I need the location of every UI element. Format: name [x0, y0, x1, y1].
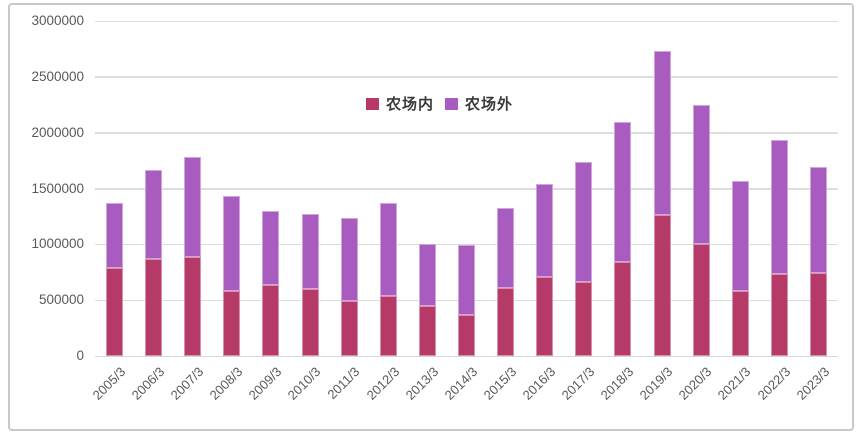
bar-2010/3 [291, 214, 330, 356]
gridline-3000000 [95, 20, 838, 22]
bar-segment-农场外-2019/3 [653, 51, 671, 216]
bar-2020/3 [682, 104, 721, 356]
bar-2023/3 [799, 167, 838, 356]
y-tick-label-1500000: 1500000 [31, 180, 84, 196]
gridline-2500000 [95, 76, 838, 78]
bar-2008/3 [212, 196, 251, 356]
legend-item-农场外: 农场外 [445, 93, 513, 114]
bar-segment-农场内-2019/3 [653, 215, 671, 356]
bar-segment-农场外-2014/3 [457, 245, 475, 315]
bar-2018/3 [603, 121, 642, 356]
gridline-2000000 [95, 132, 838, 134]
bar-segment-农场内-2007/3 [184, 256, 202, 356]
legend-swatch-icon [366, 97, 379, 110]
bar-2012/3 [369, 203, 408, 356]
legend-label: 农场外 [465, 95, 514, 113]
bar-segment-农场外-2012/3 [379, 203, 397, 296]
y-tick-label-0: 0 [76, 348, 84, 363]
bar-segment-农场外-2006/3 [145, 169, 163, 259]
plot-area [95, 20, 838, 357]
bar-segment-农场内-2005/3 [106, 267, 124, 356]
bar-2015/3 [486, 207, 525, 356]
bar-segment-农场外-2008/3 [223, 196, 241, 292]
bar-2005/3 [95, 203, 134, 356]
bar-2007/3 [173, 157, 212, 356]
bar-segment-农场内-2010/3 [301, 289, 319, 356]
gridline-1000000 [95, 243, 838, 246]
bar-segment-农场外-2015/3 [497, 207, 515, 288]
bar-segment-农场外-2009/3 [262, 210, 280, 285]
bar-segment-农场内-2011/3 [340, 301, 358, 356]
legend-item-农场内: 农场内 [366, 93, 434, 114]
bar-segment-农场外-2017/3 [575, 161, 593, 283]
bar-2017/3 [564, 161, 603, 356]
bar-2009/3 [251, 210, 290, 356]
bar-segment-农场内-2012/3 [379, 295, 397, 356]
bar-segment-农场内-2017/3 [575, 282, 593, 356]
bar-segment-农场内-2018/3 [614, 262, 632, 356]
bar-segment-农场内-2016/3 [536, 276, 554, 356]
bar-segment-农场内-2006/3 [145, 258, 163, 356]
bar-2021/3 [721, 180, 760, 356]
bar-segment-农场内-2023/3 [809, 273, 827, 356]
bar-2022/3 [760, 140, 799, 356]
legend: 农场内 农场外 [366, 93, 513, 114]
y-tick-label-2500000: 2500000 [31, 68, 84, 84]
bar-segment-农场外-2011/3 [340, 217, 358, 302]
bar-segment-农场内-2014/3 [457, 314, 475, 356]
bar-segment-农场外-2022/3 [770, 140, 788, 275]
y-tick-label-1000000: 1000000 [31, 236, 84, 252]
bar-2019/3 [642, 51, 681, 356]
y-tick-label-3000000: 3000000 [31, 13, 84, 28]
legend-label: 农场内 [386, 95, 435, 113]
legend-swatch-icon [445, 97, 459, 110]
bar-segment-农场外-2007/3 [184, 157, 202, 257]
gridline-1500000 [95, 188, 838, 190]
bar-2011/3 [330, 217, 369, 356]
bar-2016/3 [525, 184, 564, 356]
bar-segment-农场外-2016/3 [536, 184, 554, 277]
bar-2014/3 [447, 245, 486, 356]
bar-segment-农场内-2009/3 [262, 284, 280, 356]
bar-segment-农场内-2020/3 [692, 244, 710, 356]
bar-segment-农场外-2020/3 [692, 104, 710, 245]
y-tick-label-500000: 500000 [38, 292, 84, 308]
bar-segment-农场内-2022/3 [770, 274, 788, 356]
bar-segment-农场外-2021/3 [731, 180, 749, 292]
bar-segment-农场外-2018/3 [614, 121, 632, 263]
bar-segment-农场内-2008/3 [223, 291, 241, 356]
y-tick-label-2000000: 2000000 [31, 124, 84, 140]
bar-2013/3 [408, 244, 447, 356]
bar-segment-农场内-2021/3 [731, 291, 749, 356]
bar-segment-农场外-2023/3 [809, 167, 827, 274]
bar-segment-农场外-2010/3 [301, 214, 319, 289]
bar-segment-农场内-2013/3 [418, 305, 436, 356]
gridline-0 [95, 355, 838, 357]
bar-2006/3 [134, 169, 173, 356]
bar-segment-农场内-2015/3 [497, 287, 515, 356]
bar-segment-农场外-2005/3 [106, 203, 124, 268]
bar-segment-农场外-2013/3 [418, 244, 436, 306]
